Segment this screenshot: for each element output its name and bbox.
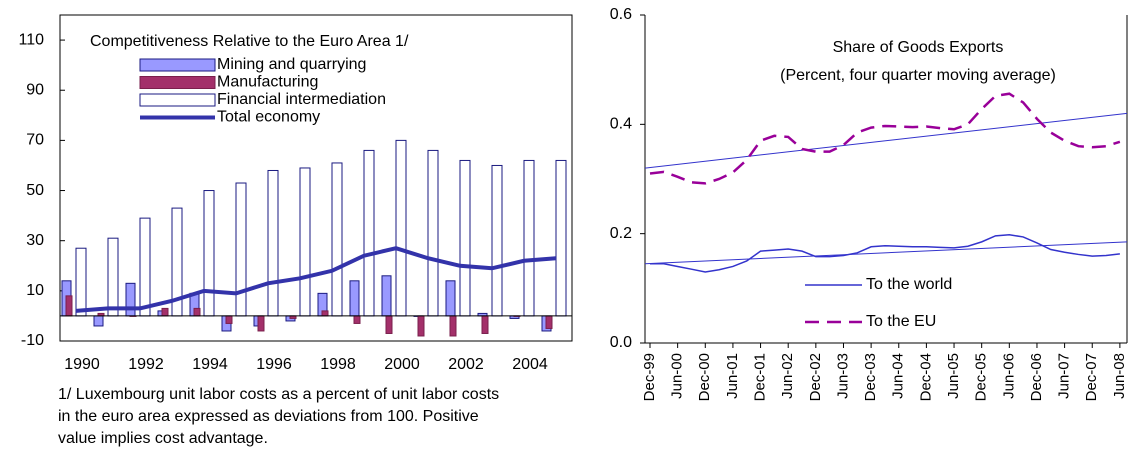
bar <box>257 315 265 332</box>
x-tick-label: Jun-07 <box>1056 353 1073 399</box>
x-tick-label: Jun-04 <box>890 353 907 399</box>
x-tick-label: Jun-00 <box>669 353 686 399</box>
x-tick-label: Dec-04 <box>917 353 934 401</box>
x-tick-label: Dec-99 <box>641 353 658 401</box>
bar <box>299 167 311 317</box>
legend-swatch <box>139 58 216 72</box>
total-line <box>75 246 557 313</box>
bar <box>353 315 361 324</box>
x-tick-label: Dec-06 <box>1028 353 1045 401</box>
bar <box>363 149 375 317</box>
y-tick-label: 50 <box>26 182 44 199</box>
x-tick-label: Jun-05 <box>945 353 962 399</box>
bar <box>125 282 136 317</box>
y-tick-label: 30 <box>26 232 44 249</box>
chart-title: Competitiveness Relative to the Euro Are… <box>90 33 409 50</box>
y-tick-label: 0.0 <box>610 334 632 351</box>
y-tick-label: 90 <box>26 81 44 98</box>
bar <box>427 149 439 317</box>
bar <box>65 295 73 317</box>
bar <box>93 315 104 327</box>
x-tick-label: 1992 <box>128 356 164 373</box>
chart-subtitle: (Percent, four quarter moving average) <box>780 67 1056 84</box>
bar <box>225 315 233 324</box>
bar <box>349 280 360 317</box>
x-tick-label: Jun-06 <box>1000 353 1017 399</box>
x-tick-label: Jun-03 <box>834 353 851 399</box>
footnote: 1/ Luxembourg unit labor costs as a perc… <box>58 386 500 447</box>
x-tick-label: Dec-02 <box>807 353 824 401</box>
bar <box>267 169 279 317</box>
x-tick-label: Dec-03 <box>862 353 879 401</box>
bar <box>523 159 535 317</box>
x-tick-label: 1996 <box>256 356 292 373</box>
legend-label: Manufacturing <box>217 74 318 91</box>
y-tick-label: 0.2 <box>610 225 632 242</box>
bar <box>445 280 456 317</box>
bar <box>381 275 392 317</box>
bar <box>193 307 201 317</box>
x-tick-label: Dec-00 <box>696 353 713 401</box>
x-tick-label: Dec-05 <box>973 353 990 401</box>
bar <box>203 190 215 317</box>
y-tick-label: 0.4 <box>610 116 632 133</box>
legend-swatch <box>139 76 216 89</box>
series-line <box>650 234 1120 273</box>
plot-frame <box>59 14 573 342</box>
trend-line <box>644 241 1128 265</box>
bar <box>107 237 119 317</box>
bar <box>321 310 329 317</box>
bar <box>385 315 393 334</box>
bar <box>75 247 87 317</box>
legend-label: To the world <box>866 276 952 293</box>
legend-label: Total economy <box>217 109 320 126</box>
x-tick-label: Dec-07 <box>1083 353 1100 401</box>
x-tick-label: 1990 <box>64 356 100 373</box>
bar <box>491 164 503 317</box>
chart-title: Share of Goods Exports <box>833 39 1004 56</box>
x-tick-label: 2000 <box>384 356 420 373</box>
bar <box>331 162 343 317</box>
y-tick-label: -10 <box>21 332 44 349</box>
bar <box>395 139 407 317</box>
series-line <box>649 92 1121 185</box>
trend-line <box>644 112 1128 169</box>
x-tick-label: Jun-08 <box>1111 353 1128 399</box>
bar <box>139 217 151 317</box>
x-tick-label: Jun-01 <box>724 353 741 399</box>
y-tick-label: 70 <box>26 132 44 149</box>
x-tick-label: Jun-02 <box>779 353 796 399</box>
bar <box>417 315 425 337</box>
legend-label: Financial intermediation <box>217 91 386 108</box>
legend-label: Mining and quarrying <box>217 56 366 73</box>
bar <box>545 315 553 329</box>
x-tick-label: 2004 <box>512 356 548 373</box>
bar <box>449 315 457 337</box>
bar <box>481 315 489 334</box>
bar <box>555 159 567 317</box>
legend-label: To the EU <box>866 313 936 330</box>
y-tick-label: 0.6 <box>610 6 632 23</box>
x-tick-label: 1998 <box>320 356 356 373</box>
x-tick-label: 1994 <box>192 356 228 373</box>
bar <box>161 307 169 317</box>
bar <box>459 159 471 317</box>
bar <box>235 182 247 317</box>
x-tick-label: 2002 <box>448 356 484 373</box>
y-tick-label: 10 <box>26 282 44 299</box>
x-tick-label: Dec-01 <box>752 353 769 401</box>
legend-swatch <box>139 93 216 107</box>
y-tick-label: 110 <box>18 31 44 48</box>
